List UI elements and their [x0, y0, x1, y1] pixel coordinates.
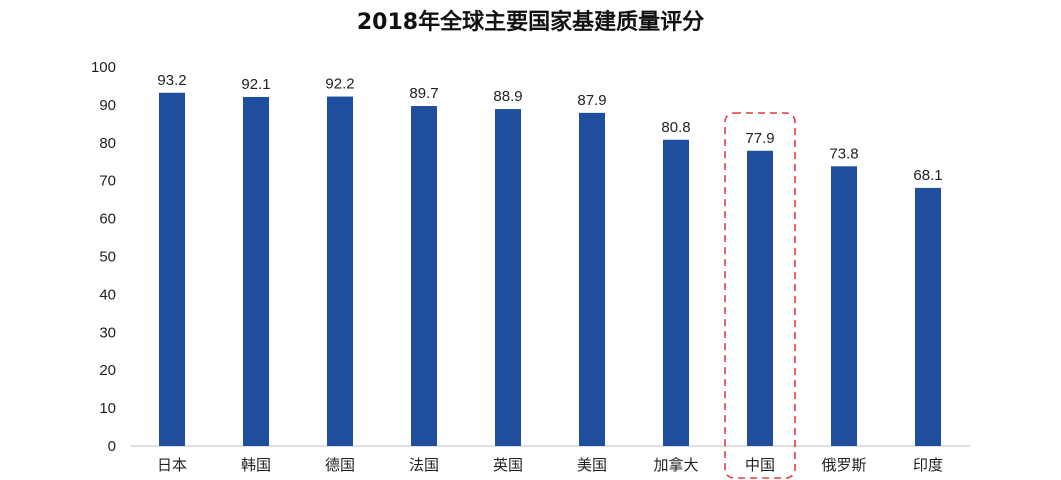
data-label: 93.2 [157, 72, 186, 89]
data-label: 92.2 [325, 76, 354, 93]
x-tick-label: 德国 [325, 456, 355, 474]
y-tick-label: 60 [99, 211, 116, 228]
y-tick-label: 10 [99, 400, 116, 417]
bar [159, 92, 185, 446]
x-tick-label: 印度 [913, 456, 943, 474]
highlight-box [724, 112, 796, 479]
x-tick-label: 日本 [157, 456, 187, 474]
y-tick-label: 40 [99, 286, 116, 303]
bar [831, 166, 857, 446]
x-tick-label: 俄罗斯 [821, 456, 866, 474]
x-tick-label: 美国 [577, 456, 607, 474]
y-tick-label: 0 [108, 438, 116, 455]
bar [747, 150, 773, 446]
bar [243, 96, 269, 446]
data-label: 92.1 [241, 76, 270, 93]
y-tick-label: 100 [91, 59, 116, 76]
data-label: 89.7 [409, 85, 438, 102]
y-tick-label: 30 [99, 324, 116, 341]
y-tick-label: 80 [99, 135, 116, 152]
y-tick-label: 20 [99, 362, 116, 379]
data-label: 88.9 [493, 88, 522, 105]
y-tick-label: 70 [99, 173, 116, 190]
data-label: 77.9 [745, 130, 774, 147]
y-tick-label: 50 [99, 249, 116, 266]
x-tick-label: 法国 [409, 456, 439, 474]
bar [579, 112, 605, 446]
data-label: 73.8 [829, 145, 858, 162]
bar [495, 109, 521, 446]
data-label: 87.9 [577, 92, 606, 109]
data-label: 80.8 [661, 119, 690, 136]
x-tick-label: 英国 [493, 456, 523, 474]
y-tick-label: 90 [99, 97, 116, 114]
x-tick-label: 加拿大 [653, 456, 698, 474]
x-tick-label: 韩国 [241, 456, 271, 474]
bar [915, 187, 941, 446]
bar [411, 106, 437, 447]
bar [663, 139, 689, 446]
chart-title: 2018年全球主要国家基建质量评分 [356, 10, 705, 35]
x-tick-label: 中国 [745, 456, 775, 474]
bar [327, 96, 353, 446]
data-label: 68.1 [913, 167, 942, 184]
